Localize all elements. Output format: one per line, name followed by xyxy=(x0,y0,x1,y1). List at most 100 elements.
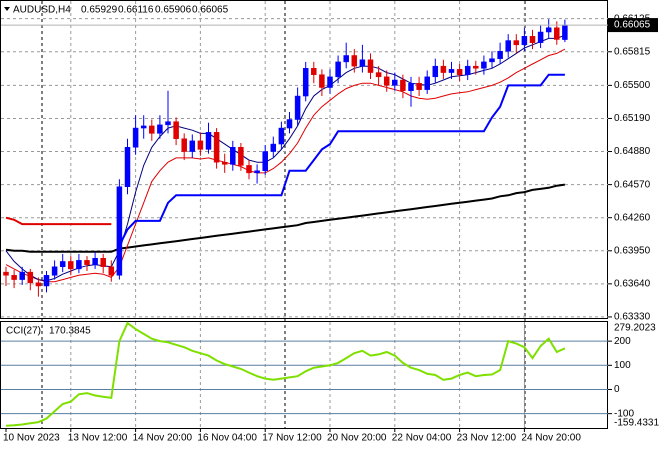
x-tick-label: 22 Nov 04:00 xyxy=(392,433,452,444)
indicator-line xyxy=(5,321,566,427)
y-tick-label: -100 xyxy=(614,408,634,419)
candle-body xyxy=(481,61,487,69)
candle-body xyxy=(116,186,123,276)
candle-body xyxy=(359,59,366,67)
candle-body xyxy=(254,170,260,174)
candle-body xyxy=(108,266,115,276)
candle-body xyxy=(278,127,285,145)
candle-body xyxy=(262,151,268,171)
ohlc-close: 0.66065 xyxy=(192,5,229,16)
candle-body xyxy=(343,55,349,63)
cci-panel-frame xyxy=(0,321,608,429)
y-tick-label: 100 xyxy=(614,360,631,371)
candle-body xyxy=(221,161,228,165)
candle-body xyxy=(197,140,204,150)
y-tick-label: 0.65815 xyxy=(614,46,651,57)
candle-body xyxy=(545,27,552,33)
candle-body xyxy=(76,260,82,270)
current-price-label: 0.66065 xyxy=(614,20,651,31)
candle-body xyxy=(513,40,520,46)
candle-body xyxy=(11,275,17,280)
candle-body xyxy=(440,65,447,73)
candle-body xyxy=(424,76,430,90)
y-tick-label: 0.65190 xyxy=(614,113,651,124)
candle-body xyxy=(392,79,398,86)
candle-body xyxy=(286,119,293,129)
y-tick-label: 0.64880 xyxy=(614,146,651,157)
candle-body xyxy=(294,95,301,120)
indicator-line xyxy=(118,73,565,246)
candle-body xyxy=(311,68,317,75)
current-price-box xyxy=(608,18,658,33)
y-limit-label: -159.4331 xyxy=(614,418,659,429)
chart-title: AUDUSD,H4 xyxy=(13,5,71,16)
indicator-line xyxy=(5,183,566,253)
candle-body xyxy=(84,260,90,265)
candle-body xyxy=(489,58,495,63)
candle-body xyxy=(51,266,58,276)
candle-body xyxy=(319,74,325,88)
candle-body xyxy=(367,59,374,73)
y-tick-label: 0.65500 xyxy=(614,80,651,91)
x-tick-label: 10 Nov 2023 xyxy=(3,433,60,444)
x-tick-label: 20 Nov 20:00 xyxy=(327,433,387,444)
y-tick-label: 0 xyxy=(614,384,620,395)
candle-body xyxy=(432,65,439,78)
y-tick-label: 0.64260 xyxy=(614,212,651,223)
candle-body xyxy=(35,282,42,287)
main-panel-frame xyxy=(0,0,608,319)
ohlc-high: 0.66116 xyxy=(118,5,154,16)
y-limit-label: 279.2023 xyxy=(614,323,656,334)
x-tick-label: 24 Nov 20:00 xyxy=(521,433,581,444)
candle-body xyxy=(554,27,560,40)
candle-body xyxy=(132,127,139,148)
candle-body xyxy=(149,125,155,134)
candle-body xyxy=(19,271,25,280)
candle-body xyxy=(497,50,503,59)
candle-body xyxy=(246,165,252,174)
candle-body xyxy=(43,275,50,287)
candle-body xyxy=(124,147,131,187)
candle-body xyxy=(173,121,179,139)
candle-body xyxy=(92,257,98,265)
x-tick-label: 16 Nov 04:00 xyxy=(197,433,257,444)
candle-body xyxy=(335,61,341,78)
x-tick-label: 14 Nov 20:00 xyxy=(133,433,193,444)
ohlc-low: 0.65906 xyxy=(155,5,192,16)
candle-body xyxy=(351,55,358,67)
indicator-line xyxy=(5,216,112,226)
candle-body xyxy=(230,147,236,165)
candle-body xyxy=(529,36,536,43)
candle-body xyxy=(448,69,455,73)
x-tick-label: 17 Nov 12:00 xyxy=(262,433,322,444)
candle-body xyxy=(383,76,390,86)
candle-body xyxy=(238,147,244,166)
cci-current-value: 170.3845 xyxy=(49,326,91,337)
candle-body xyxy=(408,82,414,91)
candle-body xyxy=(562,24,568,40)
y-tick-label: 0.64570 xyxy=(614,179,651,190)
y-tick-label: 200 xyxy=(614,336,631,347)
candle-body xyxy=(327,76,333,88)
indicator-line xyxy=(5,34,566,282)
candle-body xyxy=(181,138,187,152)
candle-body xyxy=(205,132,212,150)
candle-body xyxy=(59,261,66,268)
candle-body xyxy=(537,31,544,43)
candle-body xyxy=(521,36,528,46)
candle-body xyxy=(473,65,479,69)
candle-body xyxy=(3,271,9,276)
y-tick-label: 0.63330 xyxy=(614,312,651,323)
candle-body xyxy=(270,143,277,152)
candle-body xyxy=(27,271,34,284)
candle-body xyxy=(213,132,220,163)
y-tick-label: 0.63640 xyxy=(614,278,651,289)
candle-body xyxy=(400,79,406,91)
indicator-line xyxy=(5,48,566,283)
x-tick-label: 13 Nov 12:00 xyxy=(68,433,128,444)
x-tick-label: 23 Nov 12:00 xyxy=(457,433,517,444)
candle-body xyxy=(456,69,463,75)
candle-body xyxy=(464,65,471,75)
candle-body xyxy=(165,121,171,126)
